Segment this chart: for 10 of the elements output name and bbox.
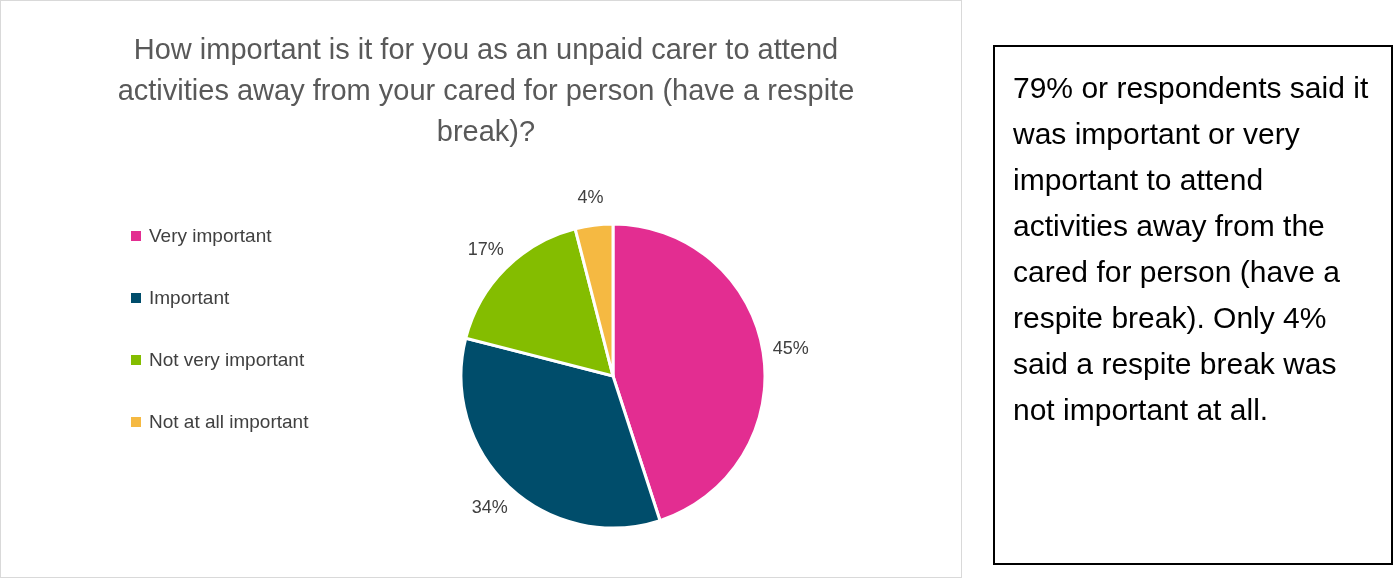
legend-label: Important (149, 287, 230, 309)
chart-title: How important is it for you as an unpaid carer to attend activities away from your cared for person (have a respite break)? (116, 32, 856, 149)
data-label: 17% (467, 238, 504, 259)
legend-label: Not very important (149, 349, 305, 371)
data-label: 4% (577, 187, 604, 208)
data-label: 45% (772, 337, 809, 358)
legend-label: Not at all important (149, 411, 309, 433)
data-label: 34% (471, 497, 508, 518)
legend-label: Very important (149, 225, 272, 247)
text: 79% or respondents said it was important or very important to attend activities away from the cared for person (have a respite break). Only 4% said a respite break was not important at all. (993, 45, 1393, 565)
